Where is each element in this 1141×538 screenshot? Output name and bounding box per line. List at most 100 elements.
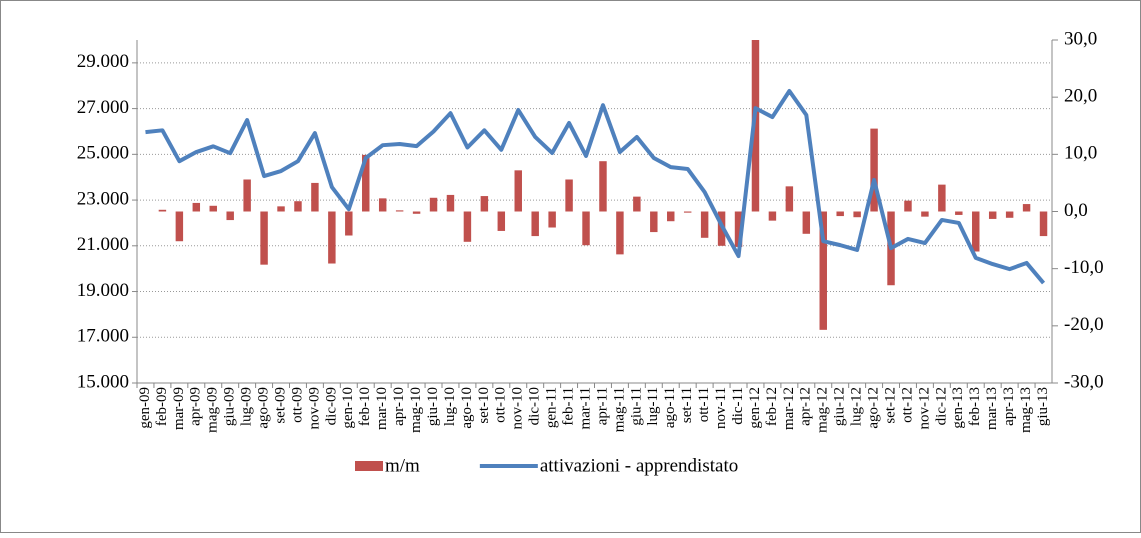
x-tick-label: giu-11 (628, 387, 644, 426)
bar (243, 179, 251, 212)
x-tick-label: nov-10 (510, 387, 526, 430)
legend-swatch (355, 461, 383, 471)
x-tick-label: dic-10 (527, 387, 543, 425)
x-tick-label: set-09 (272, 387, 288, 424)
bar (158, 209, 167, 212)
bar (378, 198, 387, 212)
y2-tick-label: 10,0 (1064, 143, 1097, 164)
x-tick-label: gen-12 (747, 387, 763, 429)
x-tick-label: mag-09 (205, 387, 221, 433)
bar (294, 201, 302, 212)
x-tick-label: gen-09 (137, 387, 153, 429)
bar (514, 170, 522, 212)
x-tick-label: ott-10 (493, 387, 509, 423)
x-tick-label: ott-11 (696, 387, 712, 422)
y-tick-label: 27.000 (77, 97, 129, 118)
x-tick-label: lug-12 (849, 387, 865, 426)
x-tick-label: mag-13 (1018, 387, 1034, 433)
bar (650, 211, 658, 233)
y2-tick-label: 20,0 (1064, 86, 1097, 107)
bar (429, 197, 438, 212)
x-tick-label: apr-13 (1001, 387, 1017, 426)
bar (972, 211, 980, 252)
bar (226, 211, 234, 221)
x-tick-label: mar-10 (374, 387, 390, 430)
legend-label: m/m (385, 455, 420, 476)
y-tick-label: 29.000 (77, 51, 129, 72)
x-tick-label: feb-12 (764, 387, 780, 426)
bar (667, 211, 675, 222)
x-tick-label: nov-11 (713, 387, 729, 429)
bar (955, 211, 963, 215)
x-tick-label: set-11 (679, 387, 695, 423)
bar (988, 211, 997, 219)
x-tick-label: lug-09 (239, 387, 255, 426)
bar (345, 211, 353, 236)
y-tick-label: 23.000 (77, 188, 129, 209)
y-tick-label: 17.000 (77, 326, 129, 347)
x-tick-label: gen-10 (340, 387, 356, 429)
x-tick-label: mar-13 (984, 387, 1000, 430)
y-tick-label: 15.000 (77, 371, 129, 392)
x-tick-label: feb-10 (357, 387, 373, 426)
x-tick-label: ott-09 (289, 387, 305, 423)
x-tick-label: mag-12 (815, 387, 831, 433)
y2-tick-label: 0,0 (1064, 200, 1088, 221)
x-tick-label: set-10 (476, 387, 492, 424)
bar (209, 205, 217, 212)
x-tick-label: ago-10 (459, 387, 475, 429)
x-tick-label: lug-11 (645, 387, 661, 426)
x-tick-label: apr-11 (594, 387, 610, 425)
x-tick-label: apr-10 (391, 387, 407, 426)
bar (599, 161, 607, 212)
bar (904, 200, 912, 212)
bar (480, 196, 489, 212)
bar (497, 211, 506, 231)
bar (531, 211, 539, 237)
x-tick-label: apr-09 (188, 387, 204, 426)
x-tick-label: feb-09 (154, 387, 170, 426)
x-tick-label: mar-12 (781, 387, 797, 430)
x-tick-label: mar-09 (171, 387, 187, 430)
x-tick-label: dic-09 (323, 387, 339, 425)
x-tick-label: giu-10 (425, 387, 441, 426)
x-tick-label: giu-09 (222, 387, 238, 426)
x-tick-label: feb-11 (561, 387, 577, 426)
bar (463, 211, 472, 242)
y-tick-label: 25.000 (77, 143, 129, 164)
bar (565, 179, 573, 212)
bar (853, 211, 861, 218)
x-tick-label: lug-10 (442, 387, 458, 426)
x-tick-label: dic-12 (933, 387, 949, 425)
bar (870, 128, 878, 212)
bar (260, 211, 268, 265)
y-tick-label: 21.000 (77, 234, 129, 255)
bar (683, 211, 692, 213)
x-tick-label: gen-11 (544, 387, 560, 428)
x-tick-label: dic-11 (730, 387, 746, 425)
bar (700, 211, 709, 238)
bar (311, 182, 319, 212)
bar (1039, 211, 1048, 237)
x-tick-label: giu-13 (1035, 387, 1051, 426)
x-tick-label: ott-12 (899, 387, 915, 423)
bar (768, 211, 777, 221)
x-tick-label: set-12 (882, 387, 898, 424)
x-tick-label: mag-10 (408, 387, 424, 433)
x-tick-label: nov-12 (916, 387, 932, 430)
bar (328, 211, 336, 264)
x-tick-label: apr-12 (798, 387, 814, 426)
bar (362, 154, 370, 212)
y2-tick-label: 30,0 (1064, 28, 1097, 49)
bar (1022, 204, 1031, 212)
x-tick-label: nov-09 (306, 387, 322, 430)
x-tick-label: gen-13 (950, 387, 966, 429)
x-tick-label: ago-09 (256, 387, 272, 429)
x-tick-label: giu-12 (832, 387, 848, 426)
line (145, 88, 1046, 285)
bar (446, 194, 455, 212)
y2-tick-label: -20,0 (1064, 314, 1104, 335)
x-tick-label: ago-11 (662, 387, 678, 428)
